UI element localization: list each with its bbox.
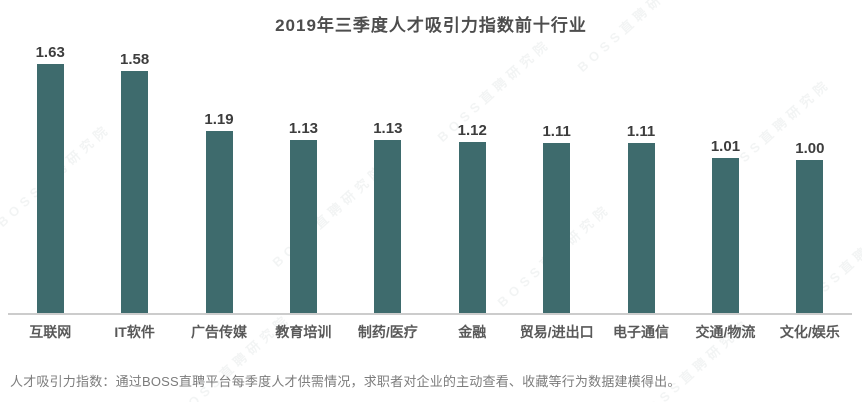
category-label: 互联网 — [29, 324, 72, 340]
bar-column: 1.01 — [683, 42, 767, 313]
chart-title: 2019年三季度人才吸引力指数前十行业 — [275, 16, 587, 35]
category-label: 教育培训 — [275, 324, 332, 340]
footnote: 人才吸引力指数：通过BOSS直聘平台每季度人才供需情况，求职者对企业的主动查看、… — [10, 374, 681, 389]
bar-value-label: 1.00 — [795, 140, 825, 157]
bar-value-label: 1.13 — [373, 120, 403, 137]
bar-value-label: 1.63 — [35, 44, 65, 61]
bar — [374, 140, 402, 313]
bar-column: 1.12 — [430, 42, 514, 313]
bar — [711, 158, 739, 313]
category-label: IT软件 — [114, 324, 155, 340]
plot-area: 1.63 1.58 1.19 1.13 1.13 1.12 1.11 — [8, 42, 852, 315]
bar-column: 1.19 — [177, 42, 261, 313]
bars-row: 1.63 1.58 1.19 1.13 1.13 1.12 1.11 — [8, 42, 852, 313]
bar — [796, 160, 824, 313]
bar — [121, 71, 149, 313]
bar-column: 1.11 — [599, 42, 683, 313]
category-label: 广告传媒 — [191, 324, 248, 340]
bar-value-label: 1.19 — [204, 111, 234, 128]
bar — [627, 143, 655, 313]
category-label: 电子通信 — [613, 324, 670, 340]
x-axis-labels: 互联网 IT软件 广告传媒 教育培训 制药/医疗 金融 贸易/进出口 电子通信 … — [8, 322, 852, 342]
bar-column: 1.00 — [768, 42, 852, 313]
bar — [205, 131, 233, 313]
bar-value-label: 1.11 — [542, 123, 571, 140]
category-label: 交通/物流 — [695, 324, 756, 340]
category-label: 贸易/进出口 — [519, 324, 594, 340]
category-label: 文化/娱乐 — [779, 324, 840, 340]
bar-value-label: 1.13 — [288, 120, 319, 137]
bar-value-label: 1.58 — [120, 51, 150, 68]
bar — [458, 142, 486, 313]
bar-column: 1.58 — [92, 42, 176, 313]
bar — [289, 140, 317, 313]
bar-column: 1.11 — [514, 42, 598, 313]
bar-value-label: 1.01 — [710, 138, 741, 155]
category-label: 金融 — [458, 324, 487, 340]
bar-column: 1.63 — [8, 42, 92, 313]
bar — [36, 64, 64, 313]
bar — [543, 143, 571, 313]
bar-value-label: 1.12 — [457, 122, 487, 139]
bar-column: 1.13 — [346, 42, 430, 313]
bar-value-label: 1.11 — [626, 123, 656, 140]
bar-column: 1.13 — [261, 42, 345, 313]
category-label: 制药/医疗 — [357, 324, 418, 340]
